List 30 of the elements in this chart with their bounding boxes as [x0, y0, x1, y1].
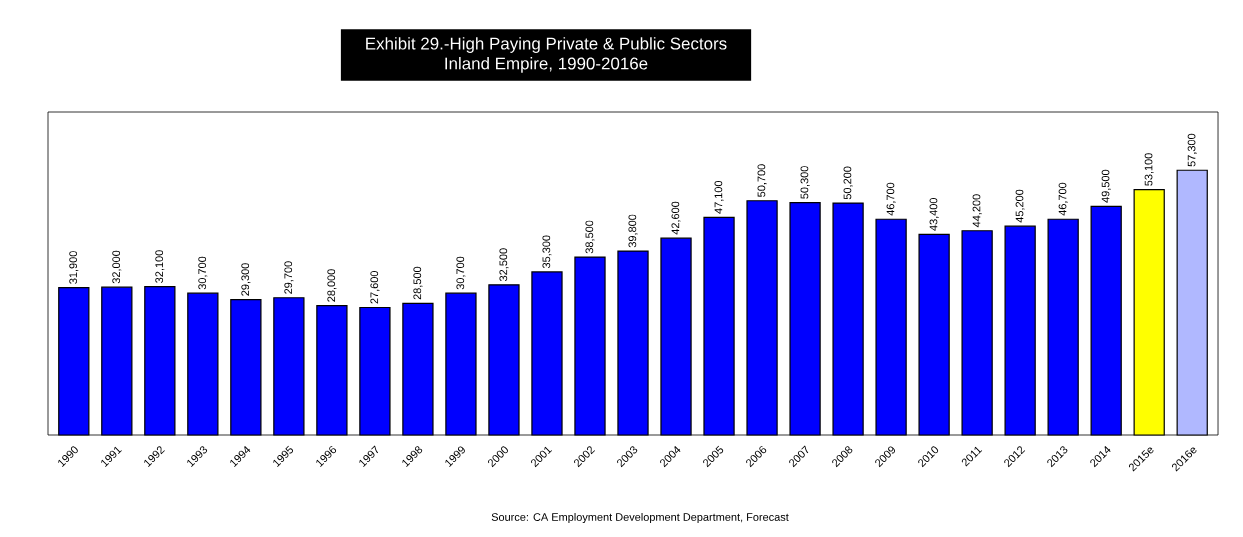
data-label: 42,600	[671, 201, 681, 235]
chart-subtitle: Inland Empire, 1990-2016e	[445, 57, 648, 73]
data-label: 47,100	[714, 180, 724, 214]
data-label: 49,500	[1101, 169, 1111, 203]
source-note: Source: CA Employment Development Department, Forecast	[491, 512, 789, 524]
data-label: 38,500	[585, 220, 595, 254]
data-label: 32,000	[112, 250, 122, 284]
data-label: 53,100	[1144, 153, 1154, 186]
data-label: 50,700	[757, 164, 767, 197]
data-label: 50,200	[843, 166, 853, 200]
data-label: 30,700	[198, 256, 208, 290]
data-label: 27,600	[370, 271, 380, 304]
data-label: 46,700	[1058, 182, 1068, 216]
data-label: 28,000	[327, 269, 337, 302]
data-label: 32,500	[499, 248, 509, 282]
data-label: 43,400	[929, 198, 939, 231]
data-label: 28,500	[413, 266, 423, 300]
chart-title: Exhibit 29.-High Paying Private & Public Sectors	[366, 37, 727, 53]
data-label: 39,800	[628, 214, 638, 248]
data-label: 29,300	[241, 263, 251, 296]
data-label: 29,700	[284, 261, 294, 294]
data-label: 35,300	[542, 235, 552, 269]
data-label: 57,300	[1187, 133, 1197, 167]
data-label: 31,900	[69, 251, 79, 284]
data-label: 46,700	[886, 182, 896, 216]
data-label: 45,200	[1015, 189, 1025, 223]
data-label: 44,200	[972, 194, 982, 228]
data-label: 50,300	[800, 166, 810, 199]
data-label: 32,100	[155, 250, 165, 283]
data-label: 30,700	[456, 256, 466, 290]
